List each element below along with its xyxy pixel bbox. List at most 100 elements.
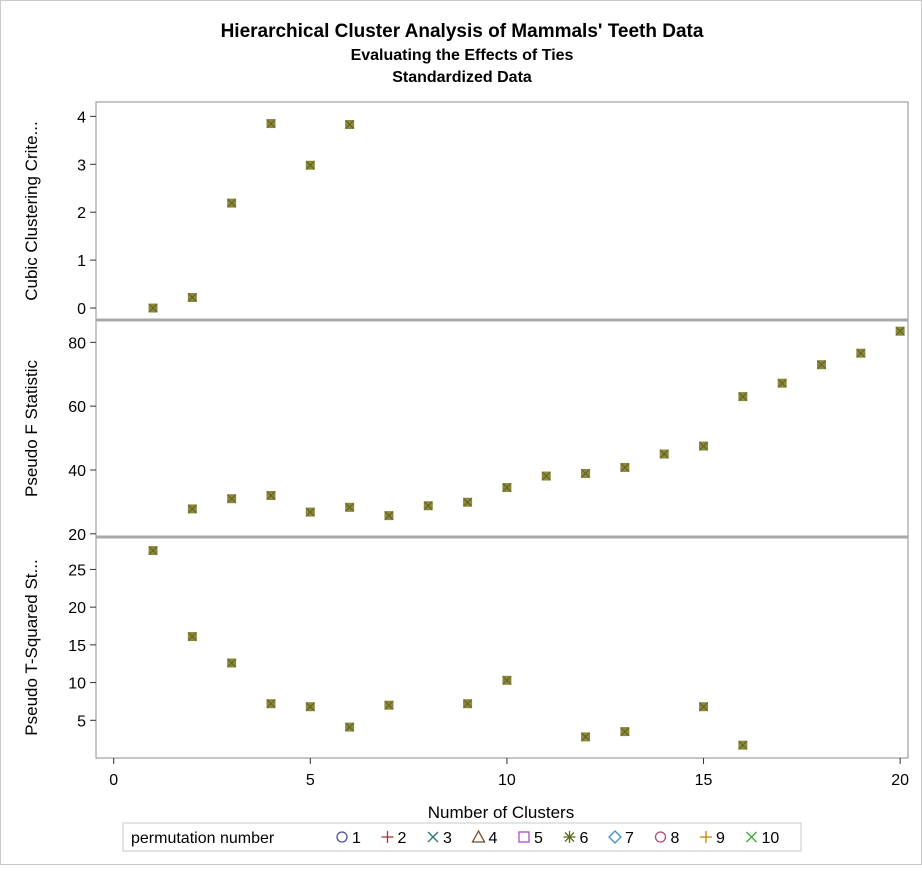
data-point (502, 483, 512, 493)
legend-entry: 10 (746, 830, 780, 847)
legend-label: 9 (716, 830, 725, 847)
y-tick-label: 0 (77, 301, 86, 318)
legend: permutation number 1 2 3 4 5 6 7 8 9 10 (122, 822, 802, 852)
panel-frame (95, 101, 909, 321)
x-axis: 0 5 10 15 20 (109, 758, 909, 789)
data-point (345, 722, 355, 732)
legend-symbol (381, 831, 394, 843)
panel-2: 20 40 60 80 Pseudo F Statistic (22, 319, 909, 544)
legend-label: 7 (625, 830, 634, 847)
data-point (738, 392, 748, 402)
data-point (856, 348, 866, 358)
legend-symbol (563, 831, 576, 843)
x-axis-label: Number of Clusters (428, 803, 574, 822)
data-point (463, 699, 473, 709)
data-point (620, 727, 630, 737)
data-point (699, 702, 709, 712)
legend-entry: 2 (381, 830, 407, 847)
x-tick-label: 15 (695, 772, 713, 789)
legend-label: 1 (352, 830, 361, 847)
panel-3: 5 10 15 20 25 Pseudo T-Squared St... (22, 536, 909, 759)
legend-symbol (700, 831, 712, 843)
legend-label: 8 (671, 830, 680, 847)
legend-title: permutation number (131, 830, 275, 847)
legend-symbol (608, 830, 622, 844)
y-tick-label: 3 (77, 157, 86, 174)
data-point (148, 546, 158, 556)
legend-entry: 7 (608, 830, 634, 847)
data-point (266, 491, 276, 501)
legend-label: 2 (398, 830, 407, 847)
y-tick-label: 5 (77, 713, 86, 730)
legend-label: 6 (580, 830, 589, 847)
legend-entry: 4 (471, 829, 498, 847)
legend-symbol (471, 829, 486, 843)
legend-symbol (427, 831, 439, 843)
data-point (266, 119, 276, 129)
data-point (227, 494, 237, 504)
data-point (187, 292, 197, 302)
plot-panels: 0 1 2 3 4 Cubic Clustering Crite... 20 40 60 80 Ps… (22, 101, 909, 759)
data-point (266, 699, 276, 709)
legend-symbol (746, 831, 757, 843)
x-tick-label: 5 (306, 772, 315, 789)
data-point (777, 378, 787, 388)
legend-symbol (654, 831, 667, 843)
legend-label: 3 (443, 830, 452, 847)
y-tick-label: 60 (68, 399, 86, 416)
data-point (502, 675, 512, 685)
data-point (345, 120, 355, 130)
y-axis-label: Pseudo T-Squared St... (22, 559, 41, 735)
data-point (187, 632, 197, 642)
y-tick-label: 1 (77, 253, 86, 270)
y-tick-label: 25 (68, 562, 86, 579)
legend-entry: 5 (518, 830, 543, 847)
legend-symbol (518, 831, 530, 843)
data-point (541, 471, 551, 481)
y-tick-label: 4 (77, 109, 86, 126)
data-point (227, 658, 237, 668)
chart-title: Hierarchical Cluster Analysis of Mammals… (221, 21, 704, 42)
panel-1: 0 1 2 3 4 Cubic Clustering Crite... (22, 101, 909, 321)
y-tick-label: 10 (68, 676, 86, 693)
data-point (581, 468, 591, 478)
y-axis-label: Pseudo F Statistic (22, 360, 41, 498)
panel-frame (95, 536, 909, 759)
legend-entry: 6 (563, 830, 589, 847)
legend-label: 10 (762, 830, 780, 847)
legend-label: 5 (534, 830, 543, 847)
chart-subtitle-1: Evaluating the Effects of Ties (351, 47, 574, 64)
data-point (895, 326, 905, 336)
legend-entry: 1 (336, 830, 361, 847)
data-point (423, 501, 433, 511)
y-tick-label: 20 (68, 600, 86, 617)
y-tick-label: 2 (77, 205, 86, 222)
x-tick-label: 0 (109, 772, 118, 789)
data-point (305, 507, 315, 517)
legend-entry: 8 (654, 830, 680, 847)
data-point (187, 504, 197, 514)
legend-entry: 3 (427, 830, 452, 847)
data-point (227, 198, 237, 208)
data-point (463, 497, 473, 507)
data-point (659, 449, 669, 459)
x-tick-label: 10 (498, 772, 516, 789)
data-point (305, 702, 315, 712)
y-axis-label: Cubic Clustering Crite... (22, 121, 41, 301)
data-point (384, 700, 394, 710)
data-point (384, 511, 394, 521)
data-point (699, 441, 709, 451)
data-point (345, 502, 355, 512)
data-point (816, 360, 826, 370)
y-tick-label: 20 (68, 527, 86, 544)
legend-label: 4 (489, 830, 498, 847)
data-point (620, 462, 630, 472)
data-point (148, 303, 158, 313)
data-point (581, 732, 591, 742)
legend-box (122, 822, 802, 852)
y-tick-label: 80 (68, 335, 86, 352)
legend-symbol (336, 831, 348, 843)
panel-frame (95, 319, 909, 538)
